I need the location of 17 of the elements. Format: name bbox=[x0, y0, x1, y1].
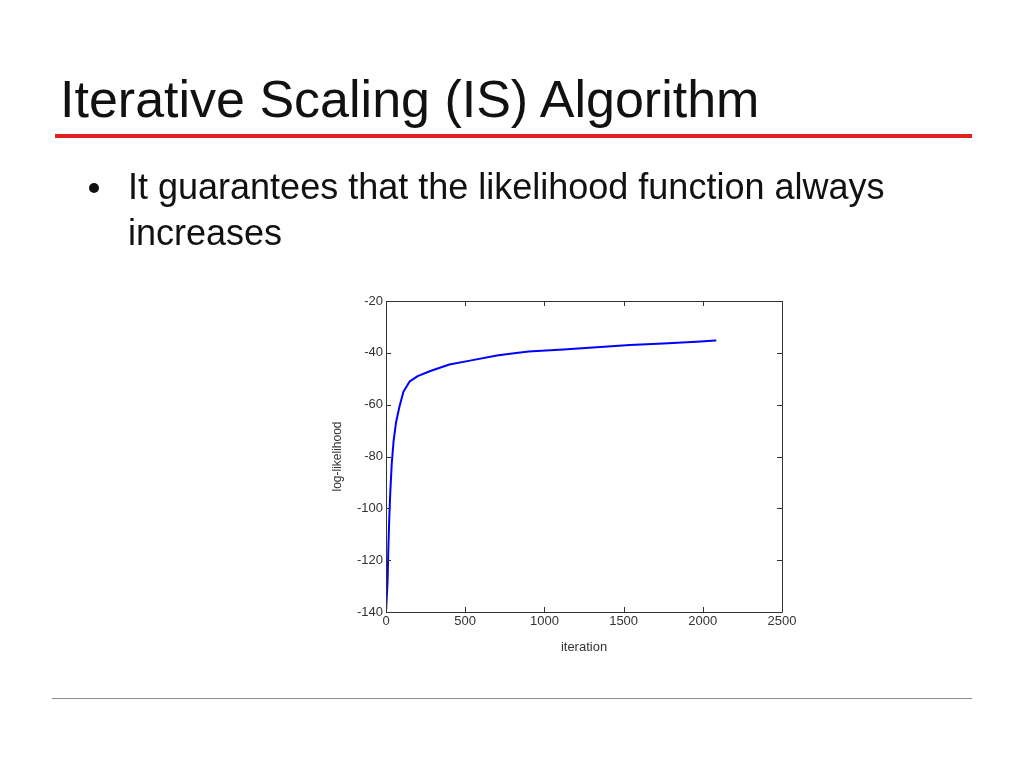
y-tick-label: -100 bbox=[356, 499, 383, 515]
y-tick-label: -80 bbox=[364, 448, 383, 464]
y-tick-label: -140 bbox=[356, 603, 383, 619]
y-axis-title: log-likelihood bbox=[329, 421, 344, 492]
y-tick-label: -20 bbox=[364, 292, 383, 308]
x-tick-label: 500 bbox=[454, 613, 477, 629]
x-tick-label: 1000 bbox=[529, 613, 559, 629]
y-tick-label: -60 bbox=[364, 396, 383, 412]
x-tick-label: 2000 bbox=[688, 613, 718, 629]
y-tick-label: -120 bbox=[356, 551, 383, 567]
x-tick-label: 0 bbox=[382, 613, 390, 629]
x-tick-label: 1500 bbox=[609, 613, 639, 629]
x-tick-label: 2500 bbox=[767, 613, 797, 629]
x-axis-title: iteration bbox=[560, 638, 608, 654]
chart-title: Iterative Scaling (IS) Algorithm bbox=[60, 69, 760, 129]
y-tick-label: -40 bbox=[364, 344, 383, 360]
chart-subtitle: It guarantees that the likelihood function always increases bbox=[128, 165, 886, 255]
